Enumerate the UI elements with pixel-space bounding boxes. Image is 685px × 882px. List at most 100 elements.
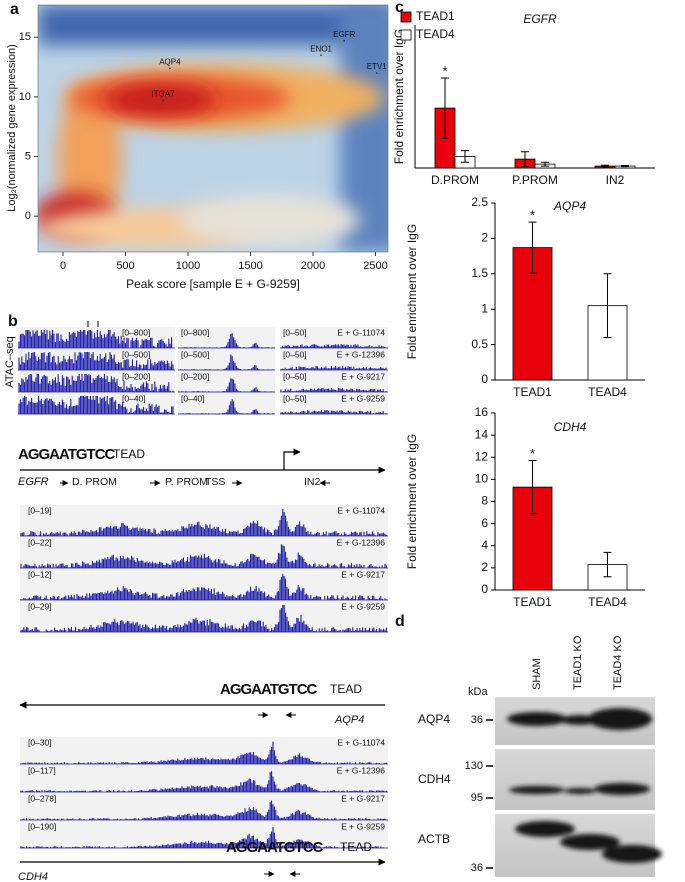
track-panel bbox=[178, 371, 275, 393]
y-tick-label: 14 bbox=[475, 427, 489, 441]
annotation: ETV1 bbox=[367, 62, 388, 71]
significance: * bbox=[442, 63, 447, 78]
track-range: [0–29] bbox=[28, 601, 52, 611]
blot-row-label: ACTB bbox=[418, 832, 450, 846]
feature-label: TSS bbox=[205, 476, 225, 488]
gene-label: EGFR bbox=[18, 476, 49, 488]
track-range: [0–800] bbox=[181, 327, 209, 337]
panel-label: a bbox=[10, 1, 19, 18]
unit-label: kDa bbox=[468, 686, 488, 698]
y-tick-label: 2 bbox=[481, 560, 488, 574]
error-bar bbox=[603, 551, 612, 578]
annotation-point bbox=[375, 72, 378, 74]
marker-label: 36 bbox=[471, 714, 483, 726]
blot-row-label: AQP4 bbox=[418, 712, 450, 726]
x-axis-label: Peak score [sample E + G-9259] bbox=[126, 277, 300, 291]
y-tick-label: 10 bbox=[475, 472, 489, 486]
x-tick-label: TEAD4 bbox=[588, 595, 627, 609]
track-range: [0–117] bbox=[28, 765, 56, 775]
assay-label: ATAC–seq bbox=[4, 336, 16, 388]
y-tick-label: 8 bbox=[481, 494, 488, 508]
track-signal bbox=[20, 605, 387, 632]
error-bar bbox=[541, 161, 549, 167]
track-signal bbox=[18, 352, 174, 370]
sample-label: E + G-12396 bbox=[337, 765, 386, 775]
track-range: [0–800] bbox=[122, 327, 150, 337]
track-range: [0–500] bbox=[181, 349, 209, 359]
sample-label: E + G-9217 bbox=[341, 569, 385, 579]
y-tick-label: 10 bbox=[19, 91, 31, 103]
x-tick-label: TEAD4 bbox=[588, 385, 627, 399]
track-range: [0–200] bbox=[181, 371, 209, 381]
track-range: [0–19] bbox=[28, 505, 52, 515]
x-tick-label: 2500 bbox=[363, 260, 387, 272]
track-range: [0–22] bbox=[28, 537, 52, 547]
track-range: [0–50] bbox=[283, 393, 307, 403]
marker-label: 95 bbox=[471, 792, 483, 804]
annotation: ITGA7 bbox=[151, 90, 175, 99]
track-range: [0–50] bbox=[283, 349, 307, 359]
y-tick-label: 2 bbox=[481, 231, 488, 245]
significance: * bbox=[530, 446, 535, 461]
motif-name: TEAD bbox=[113, 447, 145, 461]
y-tick-label: 0 bbox=[481, 372, 488, 386]
track-range: [0–50] bbox=[283, 371, 307, 381]
error-bar bbox=[521, 151, 529, 167]
motif-logo: AGGAATGTCC bbox=[220, 681, 318, 698]
track-range: [0–500] bbox=[122, 349, 150, 359]
track-signal bbox=[18, 396, 174, 414]
density-background bbox=[38, 5, 388, 252]
marker-label: 36 bbox=[471, 862, 483, 874]
y-axis-label: Fold enrichment over IgG bbox=[405, 434, 419, 569]
legend-swatch bbox=[400, 11, 412, 23]
y-tick-label: 0 bbox=[481, 582, 488, 596]
y-tick-label: 15 bbox=[19, 31, 31, 43]
legend-swatch bbox=[400, 29, 412, 41]
chart-title: EGFR bbox=[523, 12, 557, 26]
sample-label: E + G-9217 bbox=[341, 793, 385, 803]
x-tick-label: D.PROM bbox=[431, 173, 479, 187]
track-panel bbox=[178, 349, 275, 371]
annotation-point bbox=[343, 40, 346, 42]
sample-label: E + G-9259 bbox=[341, 821, 385, 831]
y-tick-label: 1.5 bbox=[471, 266, 488, 280]
track-panel bbox=[280, 393, 388, 415]
sample-label: E + G-9259 bbox=[341, 393, 385, 403]
annotation: ENO1 bbox=[310, 44, 332, 53]
error-bar bbox=[621, 164, 629, 168]
y-axis-label: Fold enrichment over IgG bbox=[392, 29, 406, 164]
motif-name: TEAD bbox=[340, 840, 372, 854]
track-panel bbox=[178, 393, 275, 415]
sample-label: E + G-11074 bbox=[337, 327, 385, 337]
x-tick-label: 500 bbox=[116, 260, 134, 272]
y-tick-label: 4 bbox=[481, 538, 488, 552]
y-tick-label: 6 bbox=[481, 516, 488, 530]
x-tick-label: P.PROM bbox=[512, 173, 558, 187]
motif-logo: AGGAATGTCC bbox=[226, 839, 324, 856]
track-range: [0–200] bbox=[122, 371, 150, 381]
track-panel bbox=[280, 371, 388, 393]
error-bar bbox=[441, 77, 449, 139]
motif-logo: AGGAATGTCC bbox=[18, 446, 116, 463]
track-range: [0–12] bbox=[28, 569, 52, 579]
x-tick-label: 1500 bbox=[238, 260, 262, 272]
annotation-point bbox=[162, 99, 164, 102]
significance: * bbox=[530, 208, 535, 223]
error-bar bbox=[603, 273, 612, 339]
annotation-point bbox=[320, 54, 322, 56]
error-bar bbox=[601, 164, 609, 168]
gene-label: AQP4 bbox=[334, 714, 364, 726]
blot-row-label: CDH4 bbox=[418, 772, 451, 786]
error-bar bbox=[528, 460, 537, 515]
y-tick-label: 16 bbox=[475, 405, 489, 419]
sample-label: E + G-11074 bbox=[337, 737, 385, 747]
sample-label: E + G-12396 bbox=[337, 349, 386, 359]
x-tick-label: TEAD1 bbox=[513, 385, 552, 399]
gene-label: CDH4 bbox=[18, 871, 48, 882]
legend-label: TEAD1 bbox=[416, 9, 455, 23]
y-tick-label: 12 bbox=[475, 449, 489, 463]
x-tick-label: 0 bbox=[60, 260, 66, 272]
panel-label: b bbox=[8, 313, 18, 330]
y-tick-label: 2.5 bbox=[471, 195, 488, 209]
y-tick-label: 5 bbox=[25, 150, 31, 162]
